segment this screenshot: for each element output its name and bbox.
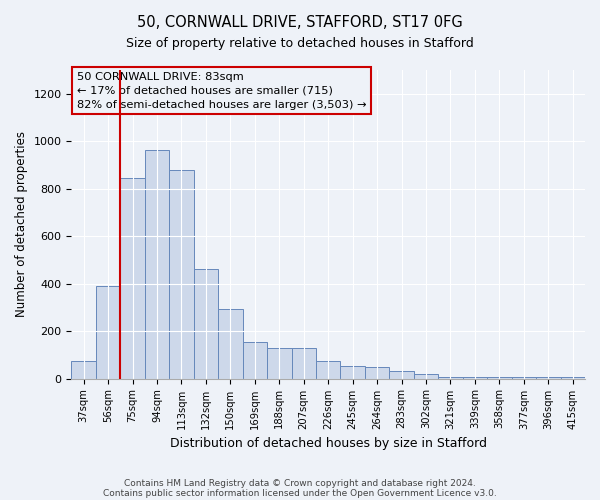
Bar	[218, 308, 242, 378]
Bar	[242, 342, 267, 378]
Bar	[292, 348, 316, 378]
Y-axis label: Number of detached properties: Number of detached properties	[15, 132, 28, 318]
Bar	[414, 374, 438, 378]
Bar	[316, 361, 340, 378]
Bar	[71, 361, 96, 378]
Bar	[340, 366, 365, 378]
Bar	[96, 286, 121, 378]
Bar	[389, 372, 414, 378]
Bar	[267, 348, 292, 378]
Bar	[121, 178, 145, 378]
Bar	[169, 170, 194, 378]
Text: Contains public sector information licensed under the Open Government Licence v3: Contains public sector information licen…	[103, 488, 497, 498]
Bar	[365, 366, 389, 378]
Bar	[194, 270, 218, 378]
Bar	[145, 150, 169, 378]
Text: Contains HM Land Registry data © Crown copyright and database right 2024.: Contains HM Land Registry data © Crown c…	[124, 478, 476, 488]
Text: Size of property relative to detached houses in Stafford: Size of property relative to detached ho…	[126, 38, 474, 51]
Text: 50 CORNWALL DRIVE: 83sqm
← 17% of detached houses are smaller (715)
82% of semi-: 50 CORNWALL DRIVE: 83sqm ← 17% of detach…	[77, 72, 366, 110]
Text: 50, CORNWALL DRIVE, STAFFORD, ST17 0FG: 50, CORNWALL DRIVE, STAFFORD, ST17 0FG	[137, 15, 463, 30]
X-axis label: Distribution of detached houses by size in Stafford: Distribution of detached houses by size …	[170, 437, 487, 450]
